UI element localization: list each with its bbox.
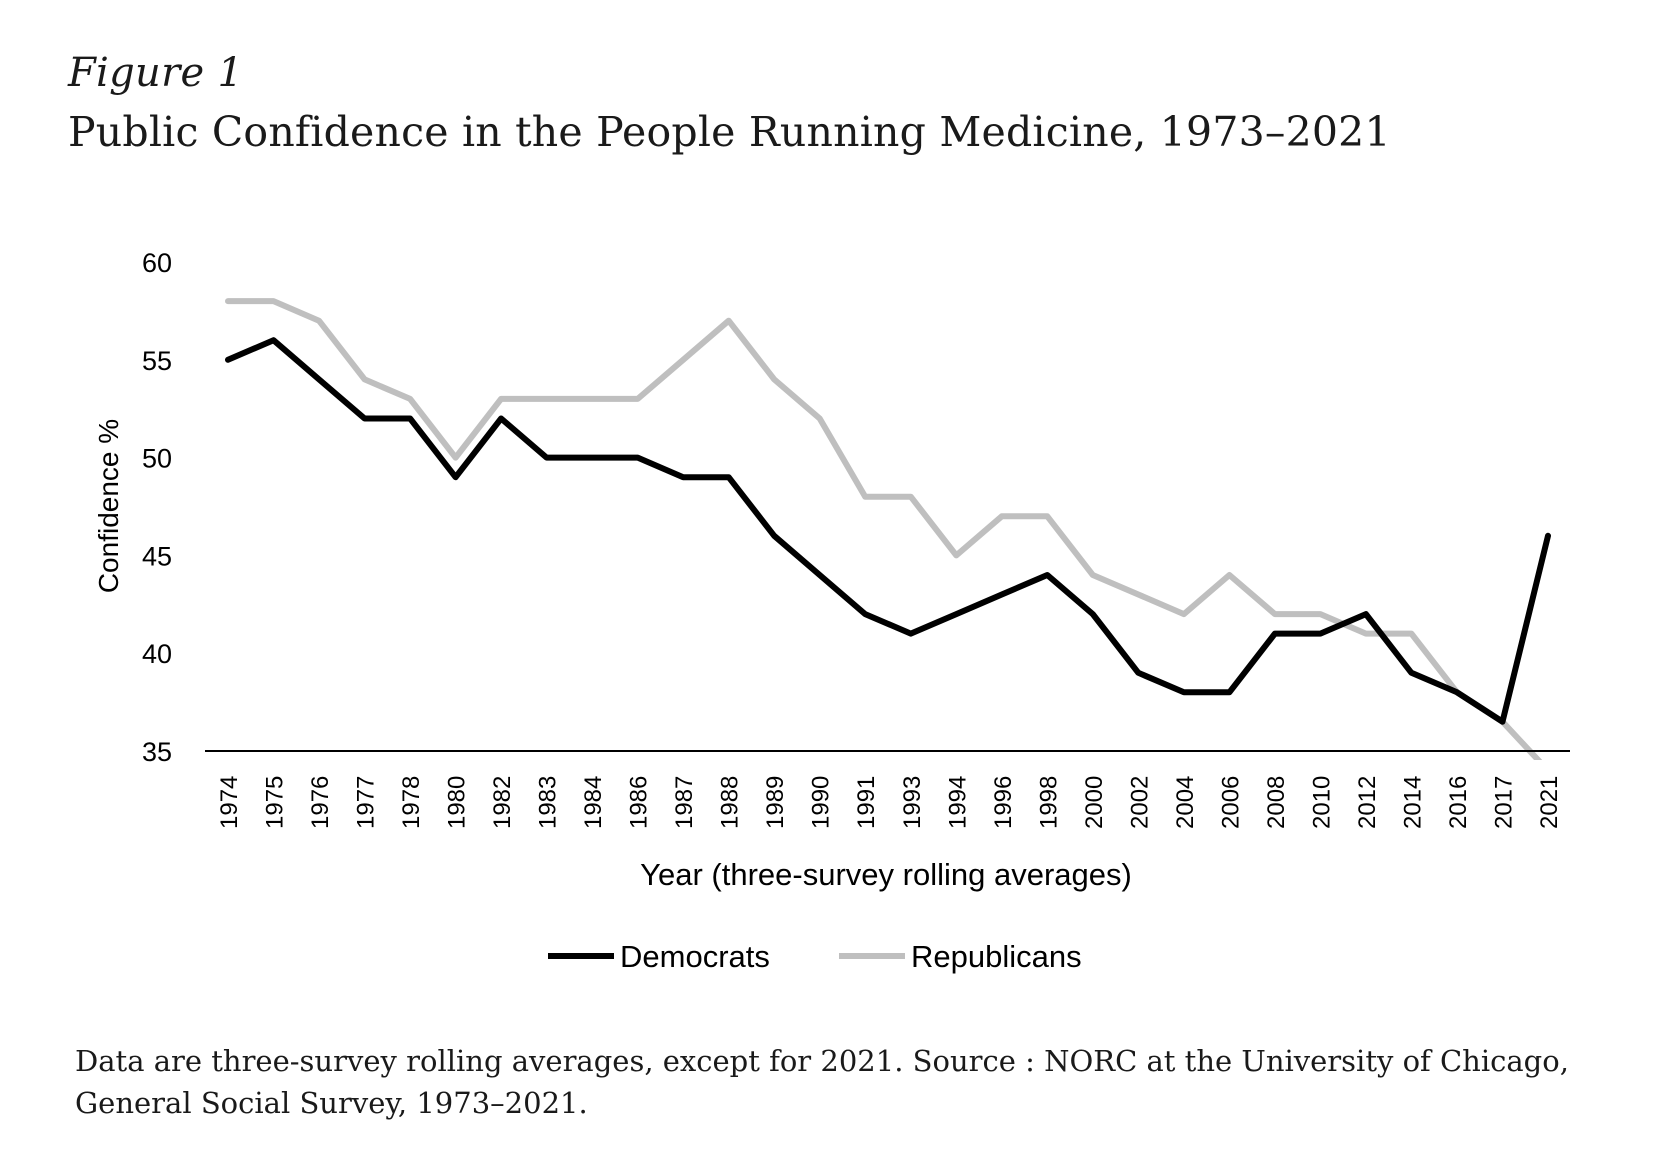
y-tick-label: 50 — [142, 444, 172, 474]
x-axis-ticks: 1974 1975 1976 1977 1978 1980 1982 1983 1984 1986… — [216, 776, 1563, 829]
y-axis-label: Confidence % — [93, 419, 124, 593]
x-tick-label: 1988 — [717, 776, 744, 829]
legend-label-democrats: Democrats — [620, 939, 770, 974]
x-tick-label: 1994 — [944, 776, 971, 829]
x-tick-label: 1974 — [216, 776, 243, 829]
x-tick-label: 2008 — [1263, 776, 1290, 829]
x-tick-label: 1975 — [262, 776, 289, 829]
x-tick-label: 1993 — [899, 776, 926, 829]
x-tick-label: 1976 — [307, 776, 334, 829]
footnote: Data are three-survey rolling averages, … — [75, 1044, 1569, 1120]
x-tick-label: 1996 — [990, 776, 1017, 829]
x-tick-label: 2012 — [1354, 776, 1381, 829]
x-tick-label: 2017 — [1490, 776, 1517, 829]
series-layer — [225, 298, 1551, 760]
x-tick-label: 1991 — [853, 776, 880, 829]
y-tick-label: 60 — [142, 248, 172, 278]
x-tick-label: 2002 — [1126, 776, 1153, 829]
x-tick-label: 1982 — [489, 776, 516, 829]
y-tick-label: 40 — [142, 639, 172, 669]
x-tick-label: 2004 — [1172, 776, 1199, 829]
x-tick-label: 2021 — [1536, 776, 1563, 829]
legend: Democrats Republicans — [548, 939, 1082, 974]
x-tick-label: 1987 — [671, 776, 698, 829]
series-line-democrats — [225, 337, 1551, 725]
x-tick-label: 1989 — [762, 776, 789, 829]
figure-label: Figure 1 — [68, 50, 244, 96]
figure-title: Public Confidence in the People Running … — [68, 108, 1391, 156]
legend-label-republicans: Republicans — [911, 939, 1082, 974]
x-tick-label: 2000 — [1081, 776, 1108, 829]
x-tick-label: 1980 — [444, 776, 471, 829]
y-axis-ticks: 35 40 45 50 55 60 — [142, 248, 172, 767]
x-tick-label: 1983 — [535, 776, 562, 829]
x-tick-label: 1990 — [808, 776, 835, 829]
x-tick-label: 1984 — [580, 776, 607, 829]
x-tick-label: 1977 — [353, 776, 380, 829]
y-tick-label: 45 — [142, 541, 172, 571]
series-line-republicans — [225, 298, 1543, 760]
y-tick-label: 35 — [142, 737, 172, 767]
x-axis-label: Year (three-survey rolling averages) — [640, 857, 1132, 892]
x-tick-label: 1998 — [1035, 776, 1062, 829]
y-tick-label: 55 — [142, 346, 172, 376]
x-tick-label: 2014 — [1399, 776, 1426, 829]
x-tick-label: 2006 — [1217, 776, 1244, 829]
x-tick-label: 2010 — [1308, 776, 1335, 829]
x-tick-label: 1978 — [398, 776, 425, 829]
x-tick-label: 1986 — [626, 776, 653, 829]
x-tick-label: 2016 — [1445, 776, 1472, 829]
